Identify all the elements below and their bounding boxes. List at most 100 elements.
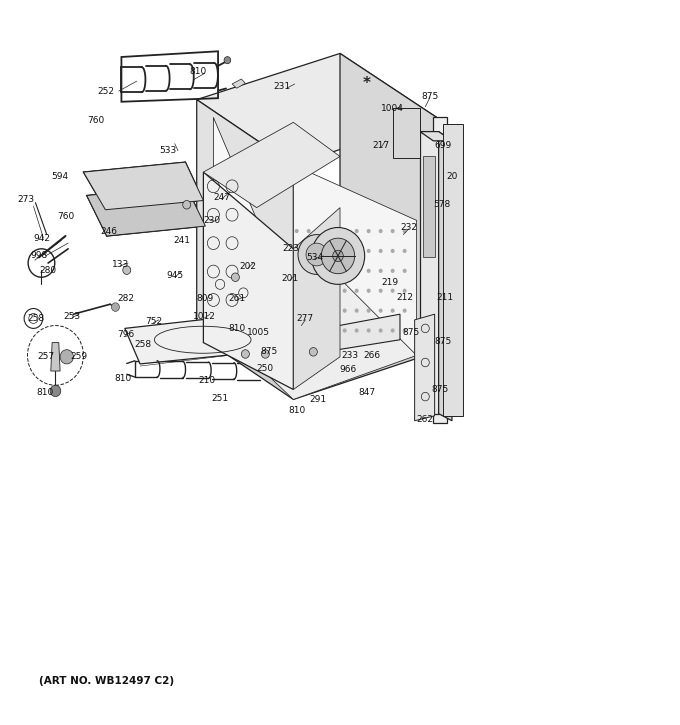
Text: 258: 258 <box>27 314 44 323</box>
Text: 261: 261 <box>228 294 245 303</box>
Circle shape <box>343 229 347 233</box>
Text: 219: 219 <box>381 278 398 287</box>
Circle shape <box>183 201 190 209</box>
Circle shape <box>343 249 347 253</box>
Circle shape <box>330 269 335 273</box>
Circle shape <box>355 289 358 293</box>
Polygon shape <box>124 312 282 364</box>
Text: 231: 231 <box>273 83 290 91</box>
Polygon shape <box>423 157 435 257</box>
Text: (ART NO. WB12497 C2): (ART NO. WB12497 C2) <box>39 676 174 686</box>
Text: 810: 810 <box>288 406 305 415</box>
Text: 233: 233 <box>341 351 358 360</box>
Polygon shape <box>197 286 437 399</box>
Circle shape <box>330 309 335 312</box>
Circle shape <box>231 273 239 281</box>
Circle shape <box>309 347 318 356</box>
Text: 875: 875 <box>403 328 420 337</box>
Circle shape <box>319 229 323 233</box>
Circle shape <box>330 249 335 253</box>
Text: 250: 250 <box>257 364 274 373</box>
Polygon shape <box>393 108 420 158</box>
Text: 942: 942 <box>33 233 50 243</box>
Polygon shape <box>439 132 452 420</box>
Text: 247: 247 <box>213 193 230 202</box>
Circle shape <box>355 229 358 233</box>
Circle shape <box>50 385 61 397</box>
Text: 594: 594 <box>52 172 69 181</box>
Circle shape <box>307 249 311 253</box>
Text: 534: 534 <box>306 253 323 262</box>
Text: 251: 251 <box>211 394 228 402</box>
Polygon shape <box>214 278 417 399</box>
Polygon shape <box>340 54 437 352</box>
Circle shape <box>343 309 347 312</box>
Text: 998: 998 <box>30 252 48 260</box>
Circle shape <box>294 269 299 273</box>
Circle shape <box>367 229 371 233</box>
Circle shape <box>319 249 323 253</box>
Circle shape <box>390 309 394 312</box>
Text: *: * <box>362 76 371 91</box>
Circle shape <box>307 309 311 312</box>
Text: 241: 241 <box>173 236 190 245</box>
Polygon shape <box>420 132 439 414</box>
Polygon shape <box>203 172 293 389</box>
Circle shape <box>306 243 327 266</box>
Text: 760: 760 <box>57 212 74 221</box>
Circle shape <box>403 328 407 333</box>
Circle shape <box>343 328 347 333</box>
Polygon shape <box>420 132 452 141</box>
Text: 217: 217 <box>373 141 390 150</box>
Circle shape <box>379 249 383 253</box>
Circle shape <box>390 289 394 293</box>
Polygon shape <box>433 117 447 423</box>
Circle shape <box>307 328 311 333</box>
Circle shape <box>294 328 299 333</box>
Text: 809: 809 <box>197 294 214 303</box>
Text: 210: 210 <box>198 376 216 385</box>
Circle shape <box>319 289 323 293</box>
Polygon shape <box>197 54 437 165</box>
Text: 230: 230 <box>203 216 220 225</box>
Text: 966: 966 <box>339 365 356 374</box>
Text: 699: 699 <box>435 141 452 150</box>
Circle shape <box>379 309 383 312</box>
Circle shape <box>294 229 299 233</box>
Circle shape <box>330 289 335 293</box>
Circle shape <box>298 235 335 274</box>
Text: 212: 212 <box>396 293 413 302</box>
Circle shape <box>123 266 131 274</box>
Circle shape <box>294 289 299 293</box>
Text: 578: 578 <box>433 200 451 210</box>
Text: 752: 752 <box>145 317 162 326</box>
Polygon shape <box>293 314 400 357</box>
Circle shape <box>333 250 343 262</box>
Text: 273: 273 <box>17 194 34 204</box>
Circle shape <box>330 328 335 333</box>
Text: 133: 133 <box>112 260 129 269</box>
Text: 533: 533 <box>159 146 177 155</box>
Circle shape <box>311 228 364 284</box>
Circle shape <box>390 229 394 233</box>
Text: 232: 232 <box>400 223 417 232</box>
Circle shape <box>367 309 371 312</box>
Circle shape <box>379 328 383 333</box>
Polygon shape <box>293 165 417 355</box>
Circle shape <box>403 249 407 253</box>
Circle shape <box>403 309 407 312</box>
Circle shape <box>390 249 394 253</box>
Circle shape <box>307 269 311 273</box>
Text: 259: 259 <box>70 352 87 361</box>
Circle shape <box>403 229 407 233</box>
Text: 201: 201 <box>282 274 299 283</box>
Text: 810: 810 <box>228 324 245 333</box>
Circle shape <box>403 289 407 293</box>
Circle shape <box>343 269 347 273</box>
Circle shape <box>307 289 311 293</box>
Circle shape <box>379 289 383 293</box>
Circle shape <box>322 239 355 274</box>
Circle shape <box>355 309 358 312</box>
Text: 291: 291 <box>309 395 326 404</box>
Polygon shape <box>84 162 203 210</box>
